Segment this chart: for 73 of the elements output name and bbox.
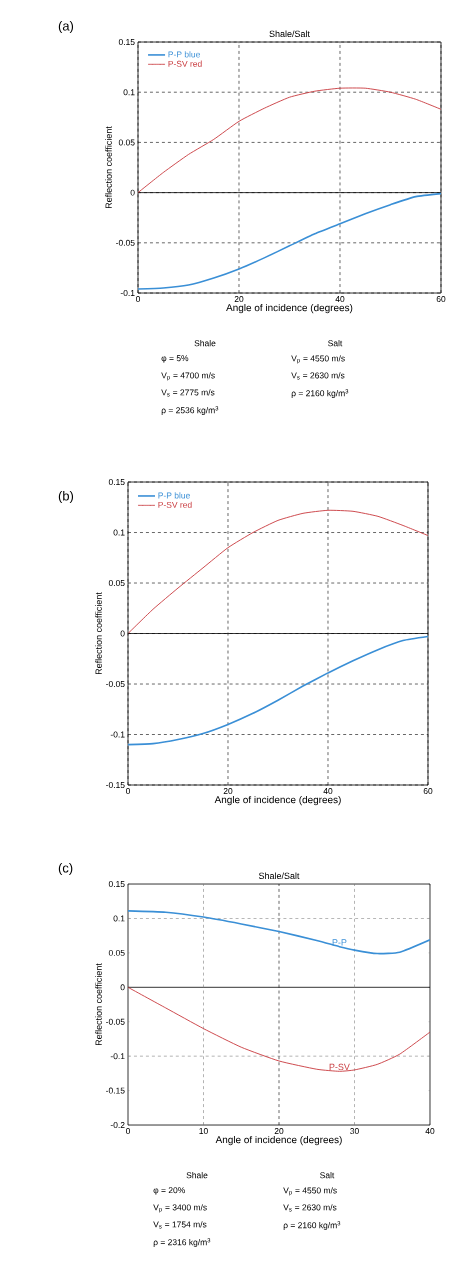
text: V$_{p}$ = 4550 m/s — [283, 1187, 337, 1196]
legend-label: P-P blue — [168, 51, 200, 58]
y-tick-label: 0.15 — [108, 479, 125, 486]
y-tick-label: 0.1 — [123, 89, 135, 96]
y-tick-label: 0 — [120, 630, 125, 637]
y-tick-label: 0.05 — [118, 139, 135, 146]
chart-title: Shale/Salt — [269, 30, 310, 38]
text: φ = 20% — [153, 1187, 185, 1195]
x-tick-label: 40 — [323, 788, 333, 795]
y-tick-label: -0.1 — [110, 1053, 125, 1060]
text: Salt — [320, 1172, 335, 1179]
series-label: P-SV — [329, 1063, 350, 1071]
y-tick-label: -0.05 — [116, 239, 135, 246]
text: V$_{p}$ = 3400 m/s — [153, 1204, 207, 1213]
text: ρ = 2536 kg/m$^{3}$ — [161, 406, 219, 415]
y-tick-label: 0.1 — [113, 915, 125, 922]
text: ρ = 2160 kg/m$^{3}$ — [291, 389, 349, 398]
y-tick-label: -0.05 — [106, 681, 125, 688]
chart-title: Shale/Salt — [258, 872, 300, 880]
y-tick-label: -0.1 — [110, 731, 125, 738]
x-tick-label: 20 — [223, 788, 233, 795]
y-tick-label: -0.1 — [120, 290, 135, 297]
text: V$_{s}$ = 2630 m/s — [283, 1204, 337, 1212]
x-tick-label: 60 — [436, 296, 446, 303]
line-series — [138, 87, 441, 194]
x-tick-label: 40 — [425, 1128, 435, 1135]
y-tick-label: -0.15 — [106, 782, 125, 789]
x-axis-title: Angle of incidence (degrees) — [226, 303, 353, 314]
y-axis-title: Reflection coefficient — [95, 963, 102, 1046]
text: Salt — [328, 340, 343, 347]
text: Shale — [194, 340, 216, 347]
text: (b) — [58, 491, 74, 504]
text: (c) — [58, 863, 73, 876]
text: (a) — [58, 21, 74, 34]
x-tick-label: 10 — [199, 1128, 208, 1135]
line-series — [128, 910, 430, 955]
x-tick-label: 40 — [335, 296, 345, 303]
y-axis-title: Reflection coefficient — [95, 592, 102, 675]
y-axis-title: Reflection coefficient — [105, 126, 112, 209]
text: V$_{s}$ = 1754 m/s — [153, 1221, 207, 1229]
y-tick-label: 0.05 — [108, 580, 125, 587]
line-series — [128, 509, 428, 634]
y-tick-label: 0 — [120, 984, 125, 991]
text: V$_{s}$ = 2630 m/s — [291, 372, 345, 380]
y-tick-label: 0 — [130, 189, 135, 196]
text: ρ = 2316 kg/m$^{3}$ — [153, 1238, 211, 1247]
x-axis-title: Angle of incidence (degrees) — [214, 795, 341, 806]
x-tick-label: 0 — [135, 296, 141, 303]
legend-label: P-P blue — [158, 492, 190, 499]
legend-label: P-SV red — [158, 501, 192, 508]
text: Shale — [186, 1172, 208, 1179]
legend-label: P-SV red — [168, 60, 202, 67]
y-tick-label: 0.15 — [108, 881, 125, 888]
y-tick-label: 0.1 — [113, 529, 125, 536]
x-tick-label: 20 — [274, 1128, 284, 1135]
text: V$_{s}$ = 2775 m/s — [161, 389, 215, 397]
line-series — [128, 986, 430, 1072]
y-tick-label: -0.05 — [106, 1018, 125, 1025]
text: V$_{p}$ = 4700 m/s — [161, 372, 215, 381]
x-tick-label: 60 — [423, 788, 433, 795]
x-axis-title: Angle of incidence (degrees) — [215, 1135, 342, 1146]
line-series — [138, 192, 441, 290]
series-label: P-P — [332, 939, 347, 946]
text: V$_{p}$ = 4550 m/s — [291, 355, 345, 364]
y-tick-label: 0.05 — [108, 949, 125, 956]
line-series — [128, 635, 428, 746]
y-tick-label: -0.2 — [110, 1122, 125, 1129]
text: φ = 5% — [161, 355, 189, 363]
x-tick-label: 20 — [234, 296, 244, 303]
y-tick-label: 0.15 — [118, 39, 135, 46]
y-tick-label: -0.15 — [106, 1087, 125, 1094]
text: ρ = 2160 kg/m$^{3}$ — [283, 1221, 341, 1230]
x-tick-label: 30 — [350, 1128, 359, 1135]
